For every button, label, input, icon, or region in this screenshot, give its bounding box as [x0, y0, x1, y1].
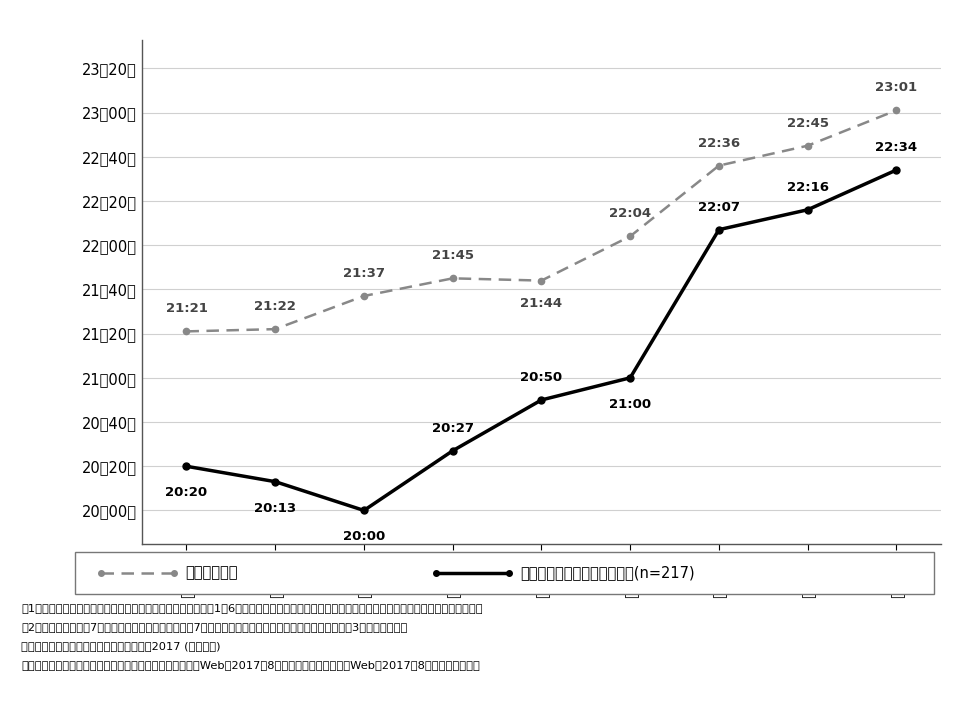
Text: 22:07: 22:07 — [698, 201, 740, 214]
Text: 平均就寝時刻: 平均就寝時刻 — [185, 566, 237, 580]
Text: 注1：スマホ・ケータイでインターネットを利用している関東1都6県在住の小中学生が回答。「わからない・答えたくない」とした回答者は除く。: 注1：スマホ・ケータイでインターネットを利用している関東1都6県在住の小中学生が… — [21, 603, 483, 613]
Text: 22:45: 22:45 — [786, 117, 828, 130]
Text: 21:45: 21:45 — [432, 249, 473, 262]
Text: 平均インターネット終了時刻(n=217): 平均インターネット終了時刻(n=217) — [520, 566, 695, 580]
Text: 20:13: 20:13 — [254, 502, 297, 515]
Text: 23:01: 23:01 — [876, 81, 918, 94]
Text: 20:50: 20:50 — [520, 371, 563, 384]
Text: 21:37: 21:37 — [343, 267, 385, 280]
Text: 平均就寝時刻は学研教育総合研究所の「小学生白書Web版2017年8月調査」、「中学生白書Web版2017年8月調査」より引用: 平均就寝時刻は学研教育総合研究所の「小学生白書Web版2017年8月調査」、「中… — [21, 660, 480, 670]
Text: 22:16: 22:16 — [786, 181, 828, 194]
Text: 注2：平均値は「夜の7時より、前の時間まで」を午後7時とし、「夜の２時より、遅い時間まで」を午前3時として集計。: 注2：平均値は「夜の7時より、前の時間まで」を午後7時とし、「夜の２時より、遅い… — [21, 622, 407, 632]
Text: 20:20: 20:20 — [165, 486, 207, 499]
Text: 21:00: 21:00 — [610, 398, 651, 411]
Text: 22:36: 22:36 — [698, 137, 740, 150]
Text: 21:44: 21:44 — [520, 297, 563, 310]
Text: 22:04: 22:04 — [610, 207, 651, 220]
Text: 21:22: 21:22 — [254, 300, 296, 313]
Text: 20:27: 20:27 — [432, 422, 473, 435]
Text: 出所：子どものケータイ利用に関する調査2017 (訪問面接): 出所：子どものケータイ利用に関する調査2017 (訪問面接) — [21, 641, 221, 651]
Text: 20:00: 20:00 — [343, 531, 385, 544]
Text: 21:21: 21:21 — [165, 302, 207, 315]
Text: 22:34: 22:34 — [876, 141, 918, 154]
